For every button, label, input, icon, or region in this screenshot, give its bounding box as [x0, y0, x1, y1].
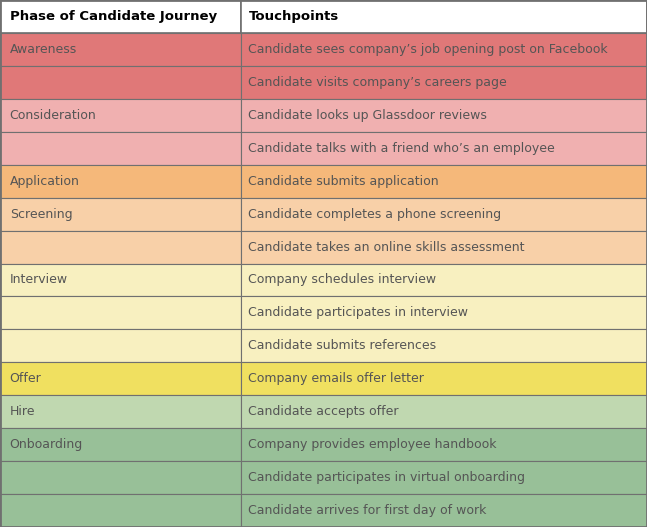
Text: Company schedules interview: Company schedules interview	[248, 274, 437, 287]
Text: Candidate completes a phone screening: Candidate completes a phone screening	[248, 208, 501, 221]
Bar	[241, 132, 647, 164]
Bar	[0, 99, 241, 132]
Text: Candidate participates in virtual onboarding: Candidate participates in virtual onboar…	[248, 471, 525, 484]
Bar	[241, 494, 647, 527]
Bar	[241, 198, 647, 231]
Text: Company emails offer letter: Company emails offer letter	[248, 372, 424, 385]
Text: Consideration: Consideration	[10, 109, 96, 122]
Bar	[0, 461, 241, 494]
Text: Touchpoints: Touchpoints	[248, 10, 338, 23]
Bar	[0, 264, 241, 296]
Text: Candidate participates in interview: Candidate participates in interview	[248, 306, 468, 319]
Bar	[0, 132, 241, 164]
Bar	[0, 66, 241, 99]
Text: Candidate arrives for first day of work: Candidate arrives for first day of work	[248, 504, 487, 517]
Bar	[0, 395, 241, 428]
Text: Interview: Interview	[10, 274, 68, 287]
Bar	[0, 363, 241, 395]
Text: Onboarding: Onboarding	[10, 438, 83, 451]
Text: Company provides employee handbook: Company provides employee handbook	[248, 438, 497, 451]
Bar	[241, 0, 647, 33]
Text: Application: Application	[10, 174, 80, 188]
Bar	[0, 296, 241, 329]
Text: Candidate submits application: Candidate submits application	[248, 174, 439, 188]
Bar	[241, 231, 647, 264]
Text: Candidate accepts offer: Candidate accepts offer	[248, 405, 399, 418]
Bar	[241, 296, 647, 329]
Bar	[241, 66, 647, 99]
Bar	[241, 461, 647, 494]
Bar	[0, 329, 241, 363]
Bar	[0, 494, 241, 527]
Bar	[241, 329, 647, 363]
Text: Offer: Offer	[10, 372, 41, 385]
Bar	[0, 428, 241, 461]
Bar	[241, 33, 647, 66]
Bar	[0, 231, 241, 264]
Text: Phase of Candidate Journey: Phase of Candidate Journey	[10, 10, 217, 23]
Bar	[0, 198, 241, 231]
Text: Candidate looks up Glassdoor reviews: Candidate looks up Glassdoor reviews	[248, 109, 487, 122]
Text: Candidate submits references: Candidate submits references	[248, 339, 437, 353]
Text: Screening: Screening	[10, 208, 72, 221]
Bar	[241, 99, 647, 132]
Bar	[0, 164, 241, 198]
Bar	[241, 395, 647, 428]
Bar	[0, 33, 241, 66]
Bar	[241, 164, 647, 198]
Bar	[241, 264, 647, 296]
Text: Awareness: Awareness	[10, 43, 77, 56]
Text: Candidate sees company’s job opening post on Facebook: Candidate sees company’s job opening pos…	[248, 43, 608, 56]
Text: Hire: Hire	[10, 405, 35, 418]
Bar	[241, 428, 647, 461]
Bar	[0, 0, 241, 33]
Text: Candidate talks with a friend who’s an employee: Candidate talks with a friend who’s an e…	[248, 142, 555, 155]
Text: Candidate visits company’s careers page: Candidate visits company’s careers page	[248, 76, 507, 89]
Bar	[241, 363, 647, 395]
Text: Candidate takes an online skills assessment: Candidate takes an online skills assessm…	[248, 240, 525, 253]
